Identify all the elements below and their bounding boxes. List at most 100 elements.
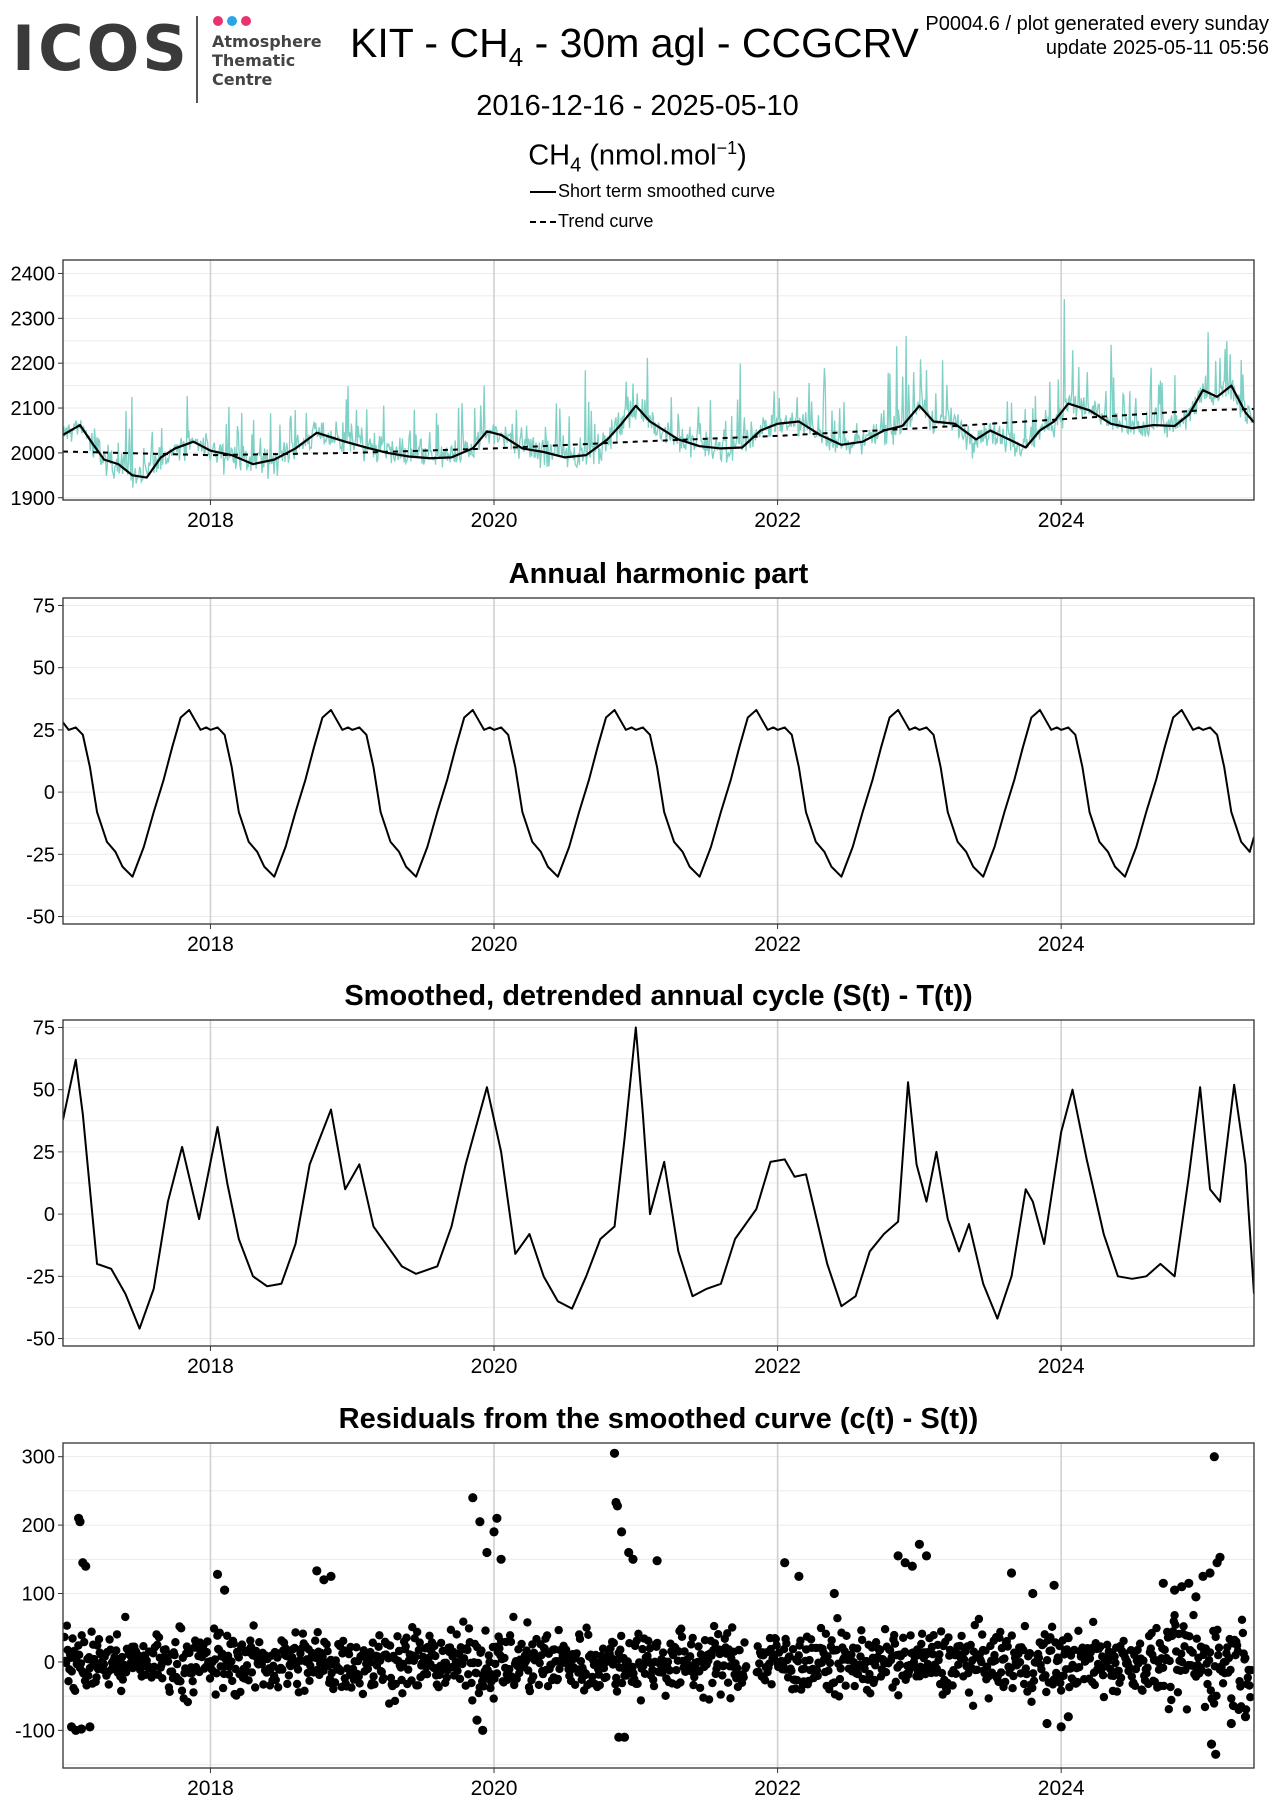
residual-outlier-point — [780, 1558, 790, 1568]
panel-title: Smoothed, detrended annual cycle (S(t) -… — [344, 980, 972, 1012]
residual-point — [171, 1638, 180, 1647]
x-tick-label: 2024 — [1038, 1777, 1085, 1800]
residual-point — [523, 1618, 532, 1627]
residual-point — [182, 1642, 192, 1651]
residual-point — [94, 1635, 104, 1644]
legend-solid-swatch — [530, 191, 556, 194]
residual-outlier-point — [1198, 1571, 1208, 1581]
residual-point — [991, 1656, 1000, 1665]
residual-point — [672, 1666, 681, 1675]
y-tick-label: -50 — [26, 907, 55, 929]
residual-point — [785, 1652, 794, 1661]
x-tick-label: 2024 — [1038, 509, 1085, 532]
residual-outlier-point — [496, 1554, 506, 1564]
residual-point — [1009, 1671, 1018, 1681]
residual-point — [455, 1674, 465, 1684]
panel-border — [62, 597, 1255, 925]
residual-outlier-point — [1215, 1552, 1225, 1562]
residual-outlier-point — [1226, 1718, 1236, 1729]
residual-point — [634, 1629, 643, 1639]
residual-point — [105, 1635, 114, 1644]
residual-point — [292, 1679, 302, 1689]
residual-outlier-point — [1006, 1568, 1017, 1578]
residual-point — [680, 1647, 689, 1656]
residual-point — [602, 1672, 611, 1682]
residual-point — [824, 1666, 833, 1675]
residual-point — [1001, 1677, 1010, 1687]
residual-point — [183, 1697, 192, 1707]
residual-point — [649, 1681, 659, 1691]
residual-outlier-point — [628, 1554, 638, 1564]
units-part-b: (nmol.mol — [581, 139, 717, 172]
residual-point — [402, 1633, 411, 1642]
residual-outlier-point — [1209, 1452, 1219, 1462]
residual-point — [224, 1670, 234, 1679]
residual-point — [385, 1641, 395, 1650]
y-tick-label: 50 — [33, 658, 55, 680]
residual-point — [215, 1628, 224, 1638]
residual-point — [112, 1630, 122, 1639]
residual-point — [1022, 1669, 1031, 1679]
residual-point — [1214, 1643, 1224, 1652]
residual-point — [489, 1694, 498, 1703]
residual-point — [1110, 1652, 1119, 1661]
residual-point — [732, 1663, 742, 1673]
residual-point — [1064, 1633, 1073, 1643]
residual-point — [1098, 1671, 1108, 1680]
y-tick-label: 2100 — [11, 398, 56, 420]
residual-point — [154, 1633, 164, 1642]
x-tick-label: 2020 — [471, 1355, 518, 1378]
residual-point — [177, 1686, 187, 1695]
residual-point — [645, 1644, 655, 1653]
residual-point — [1211, 1632, 1220, 1642]
residual-point — [1152, 1623, 1161, 1633]
residual-point — [755, 1659, 764, 1668]
residual-point — [313, 1628, 322, 1637]
residual-point — [223, 1631, 232, 1641]
residual-point — [425, 1631, 434, 1641]
residual-point — [612, 1687, 622, 1696]
residual-point — [358, 1689, 368, 1699]
title-part-1: KIT - CH — [350, 20, 509, 66]
residual-outlier-point — [652, 1556, 662, 1566]
residual-point — [1206, 1686, 1216, 1695]
residual-point — [708, 1678, 717, 1688]
y-tick-label: 100 — [22, 1584, 55, 1606]
panel-border — [62, 1442, 1255, 1769]
residual-point — [153, 1640, 162, 1650]
residual-point — [390, 1696, 400, 1706]
residual-point — [1085, 1654, 1095, 1663]
residual-point — [955, 1641, 965, 1651]
residual-point — [251, 1683, 260, 1692]
residual-point — [694, 1642, 703, 1651]
x-tick-label: 2018 — [187, 509, 234, 532]
residual-point — [185, 1648, 194, 1658]
residual-point — [570, 1680, 580, 1690]
residual-point — [1114, 1666, 1123, 1676]
residual-outlier-point — [1028, 1588, 1038, 1599]
residual-point — [1041, 1671, 1050, 1680]
residual-point — [211, 1690, 220, 1699]
residual-point — [506, 1637, 516, 1647]
residual-point — [1020, 1621, 1030, 1631]
residual-outlier-point — [619, 1732, 630, 1742]
residual-point — [825, 1658, 835, 1668]
residual-point — [1015, 1658, 1025, 1667]
legend-label: Short term smoothed curve — [558, 181, 776, 201]
residual-point — [70, 1686, 80, 1696]
residual-point — [398, 1689, 407, 1698]
y-tick-label: -25 — [26, 1266, 55, 1288]
residual-point — [467, 1678, 476, 1688]
residual-point — [674, 1647, 683, 1656]
residual-point — [835, 1674, 845, 1684]
residual-point — [1197, 1666, 1206, 1675]
residual-outlier-point — [475, 1517, 485, 1527]
residual-point — [676, 1678, 685, 1687]
residual-point — [611, 1680, 620, 1689]
residual-point — [942, 1686, 951, 1696]
residual-point — [1200, 1702, 1210, 1712]
residual-point — [723, 1629, 732, 1638]
residual-point — [1203, 1679, 1212, 1689]
residual-point — [1073, 1677, 1082, 1687]
residual-point — [633, 1679, 642, 1689]
